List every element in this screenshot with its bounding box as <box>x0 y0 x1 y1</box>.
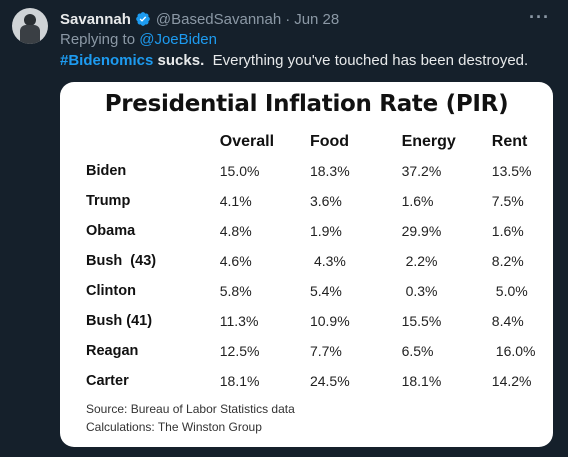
food-value: 7.7% <box>309 343 342 359</box>
author-handle[interactable]: @BasedSavannah <box>155 10 282 28</box>
overall-value: 15.0% <box>219 163 260 179</box>
food-value: 4.3% <box>313 253 346 269</box>
president-name: Bush (43) <box>86 253 157 269</box>
rent-value: 5.0% <box>495 283 528 299</box>
food-value: 1.9% <box>309 223 342 239</box>
author-name[interactable]: Savannah <box>60 10 131 28</box>
president-name: Bush (41) <box>86 313 153 329</box>
tweet-header: Savannah @BasedSavannah · Jun 28 <box>60 9 339 29</box>
rent-value: 8.2% <box>491 253 524 269</box>
president-name: Carter <box>86 373 129 389</box>
inflation-table: Overall Food Energy Rent Biden 15.0% 18.… <box>60 128 553 396</box>
inflation-table-image[interactable]: Presidential Inflation Rate (PIR) Overal… <box>60 82 553 447</box>
rent-value: 1.6% <box>491 223 524 239</box>
table-row: Obama 4.8% 1.9% 29.9% 1.6% <box>60 216 553 246</box>
energy-value: 15.5% <box>401 313 442 329</box>
rent-value: 8.4% <box>491 313 524 329</box>
president-name: Trump <box>86 193 131 209</box>
rent-value: 16.0% <box>495 343 536 359</box>
table-row: Bush (43) 4.6% 4.3% 2.2% 8.2% <box>60 246 553 276</box>
source-note: Source: Bureau of Labor Statistics data … <box>86 400 295 436</box>
column-header-rent: Rent <box>491 133 528 150</box>
energy-value: 1.6% <box>401 193 434 209</box>
energy-value: 6.5% <box>401 343 434 359</box>
food-value: 18.3% <box>309 163 350 179</box>
table-row: Trump 4.1% 3.6% 1.6% 7.5% <box>60 186 553 216</box>
food-value: 24.5% <box>309 373 350 389</box>
overall-value: 18.1% <box>219 373 260 389</box>
energy-value: 18.1% <box>401 373 442 389</box>
hashtag-link[interactable]: #Bidenomics <box>60 52 154 69</box>
verified-badge-icon <box>136 12 150 26</box>
overall-value: 4.1% <box>219 193 252 209</box>
replying-to-label: Replying to <box>60 31 136 48</box>
tweet-timestamp[interactable]: Jun 28 <box>294 10 340 28</box>
food-value: 10.9% <box>309 313 350 329</box>
more-horizontal-icon[interactable]: ··· <box>529 7 550 27</box>
replying-to-line: Replying to @JoeBiden <box>60 31 217 48</box>
table-row: Bush (41) 11.3% 10.9% 15.5% 8.4% <box>60 306 553 336</box>
food-value: 3.6% <box>309 193 342 209</box>
rent-value: 7.5% <box>491 193 524 209</box>
tweet-text: #Bidenomics sucks. Everything you've tou… <box>60 52 528 69</box>
column-header-energy: Energy <box>401 133 456 150</box>
table-header-row: Overall Food Energy Rent <box>60 128 553 156</box>
energy-value: 37.2% <box>401 163 442 179</box>
column-header-overall: Overall <box>219 133 275 150</box>
table-row: Biden 15.0% 18.3% 37.2% 13.5% <box>60 156 553 186</box>
calculations-line: Calculations: The Winston Group <box>86 420 262 434</box>
overall-value: 11.3% <box>219 313 259 329</box>
replying-to-link[interactable]: @JoeBiden <box>139 31 217 48</box>
avatar-body <box>20 25 40 44</box>
president-name: Obama <box>86 223 136 239</box>
tweet-text-bold: sucks. <box>157 52 205 69</box>
table-row: Reagan 12.5% 7.7% 6.5% 16.0% <box>60 336 553 366</box>
column-header-president <box>60 128 220 156</box>
tweet-text-rest: Everything you've touched has been destr… <box>212 52 529 69</box>
column-header-food: Food <box>309 133 350 150</box>
president-name: Clinton <box>86 283 136 299</box>
avatar-head <box>24 14 36 26</box>
energy-value: 2.2% <box>405 253 438 269</box>
overall-value: 12.5% <box>219 343 260 359</box>
source-line: Source: Bureau of Labor Statistics data <box>86 402 295 416</box>
president-name: Reagan <box>86 343 139 359</box>
energy-value: 29.9% <box>401 223 442 239</box>
rent-value: 14.2% <box>491 373 532 389</box>
table-row: Carter 18.1% 24.5% 18.1% 14.2% <box>60 366 553 396</box>
avatar[interactable] <box>12 8 48 44</box>
rent-value: 13.5% <box>491 163 532 179</box>
separator-dot: · <box>285 10 291 28</box>
energy-value: 0.3% <box>405 283 438 299</box>
table-title: Presidential Inflation Rate (PIR) <box>104 91 509 117</box>
president-name: Biden <box>86 163 127 179</box>
table-row: Clinton 5.8% 5.4% 0.3% 5.0% <box>60 276 553 306</box>
overall-value: 5.8% <box>219 283 252 299</box>
food-value: 5.4% <box>309 283 342 299</box>
overall-value: 4.6% <box>219 253 252 269</box>
overall-value: 4.8% <box>219 223 252 239</box>
